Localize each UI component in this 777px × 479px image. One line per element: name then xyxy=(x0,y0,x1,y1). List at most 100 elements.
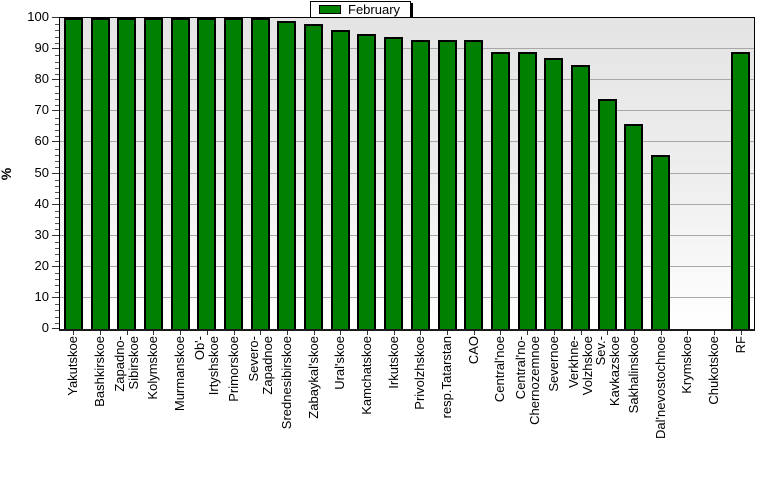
y-axis-tick-label: 30 xyxy=(34,226,49,242)
y-axis-minor-tick xyxy=(55,98,59,100)
x-category-label: Zapadno- Sibirskoe xyxy=(112,336,141,392)
y-axis-minor-tick xyxy=(55,316,59,318)
x-axis-tick xyxy=(260,331,261,335)
x-axis-tick xyxy=(661,331,662,335)
y-axis-minor-tick xyxy=(55,229,59,231)
x-axis-tick xyxy=(180,331,181,335)
x-axis-tick xyxy=(527,331,528,335)
bar xyxy=(197,18,217,329)
y-axis-minor-tick xyxy=(55,61,59,63)
bar xyxy=(490,52,510,329)
gridline xyxy=(60,141,754,143)
y-axis-tick-label: 20 xyxy=(34,257,49,273)
y-axis-minor-tick xyxy=(55,86,59,88)
bar xyxy=(731,52,751,329)
gridline xyxy=(60,48,754,50)
x-axis-tick xyxy=(314,331,315,335)
y-axis-minor-tick xyxy=(55,260,59,262)
y-axis-major-tick xyxy=(52,141,59,143)
y-axis-minor-tick xyxy=(55,248,59,250)
y-axis-minor-tick xyxy=(55,291,59,293)
y-axis-minor-tick xyxy=(55,148,59,150)
y-axis-tick-label: 80 xyxy=(34,71,49,87)
x-category-label: Chukotskoe xyxy=(705,336,721,405)
y-axis-minor-tick xyxy=(55,36,59,38)
y-axis-tick-label: 100 xyxy=(27,9,49,24)
x-axis-tick xyxy=(153,331,154,335)
legend-color-swatch xyxy=(319,5,341,14)
y-axis-major-tick xyxy=(52,234,59,236)
x-axis-tick xyxy=(581,331,582,335)
x-category-label: Kolymskoe xyxy=(145,336,161,400)
y-axis-minor-tick xyxy=(55,217,59,219)
y-axis-minor-tick xyxy=(55,42,59,44)
y-axis-major-tick xyxy=(52,48,59,50)
x-axis-tick xyxy=(687,331,688,335)
y-axis-minor-tick xyxy=(55,55,59,57)
gridline xyxy=(60,234,754,236)
x-category-label: Central'noe xyxy=(492,336,508,403)
x-axis-tick xyxy=(287,331,288,335)
y-axis-minor-tick xyxy=(55,285,59,287)
gridline xyxy=(60,79,754,81)
x-category-label: Severo- Zapadnoe xyxy=(245,336,275,395)
x-axis-tick xyxy=(500,331,501,335)
y-axis-minor-tick xyxy=(55,310,59,312)
gridline xyxy=(60,296,754,298)
gridline xyxy=(60,172,754,174)
bar xyxy=(651,155,671,329)
x-category-label: Irkutskoe xyxy=(385,336,401,389)
bar xyxy=(277,21,297,329)
bar xyxy=(304,24,324,329)
y-axis-minor-tick xyxy=(55,279,59,281)
gridline xyxy=(60,265,754,267)
x-axis-tick xyxy=(420,331,421,335)
x-category-label: Verkhne- Volzhskoe xyxy=(566,336,595,396)
y-axis-minor-tick xyxy=(55,73,59,75)
x-category-label: Sakhalinskoe xyxy=(625,336,641,414)
x-axis-tick xyxy=(554,331,555,335)
x-axis-tick xyxy=(73,331,74,335)
y-axis-tick-label: 50 xyxy=(34,164,49,180)
x-category-label: Ural'skoe xyxy=(332,336,348,390)
x-category-label: Primorskoe xyxy=(225,336,241,402)
x-category-label: Severnoe xyxy=(545,336,561,392)
y-axis-minor-tick xyxy=(55,304,59,306)
y-axis-major-tick xyxy=(52,328,59,329)
x-category-label: Central'no- Chernozemnoe xyxy=(512,336,542,425)
y-axis-tick-label: 70 xyxy=(34,102,49,118)
x-axis-tick xyxy=(447,331,448,335)
y-axis-major-tick xyxy=(52,172,59,174)
plot-area xyxy=(59,17,755,331)
x-category-label: Kamchatskoe xyxy=(358,336,374,415)
bar xyxy=(63,18,83,329)
y-axis-minor-tick xyxy=(55,67,59,69)
x-category-label: Zabaykal'skoe xyxy=(305,336,321,419)
gridline xyxy=(60,203,754,205)
y-axis-minor-tick xyxy=(55,154,59,156)
y-axis-tick-label: 60 xyxy=(34,133,49,149)
y-axis-minor-tick xyxy=(55,223,59,225)
y-axis-tick-label: 90 xyxy=(34,40,49,56)
y-axis-minor-tick xyxy=(55,179,59,181)
y-axis-minor-tick xyxy=(55,185,59,187)
y-axis-major-tick xyxy=(52,79,59,81)
y-axis-minor-tick xyxy=(55,167,59,169)
x-axis-tick xyxy=(394,331,395,335)
x-axis-tick xyxy=(634,331,635,335)
bar xyxy=(517,52,537,329)
y-axis-major-tick xyxy=(52,110,59,112)
bar xyxy=(90,18,110,329)
x-axis-tick xyxy=(741,331,742,335)
bar xyxy=(170,18,190,329)
x-category-label: Sev.- Kavkazskoe xyxy=(592,336,622,407)
x-category-label: Srednesibirskoe xyxy=(278,336,294,430)
x-category-label: CAO xyxy=(465,336,481,365)
y-axis-tick-label: 0 xyxy=(41,320,49,335)
bar xyxy=(224,18,243,329)
bar xyxy=(437,40,457,329)
x-axis-tick xyxy=(607,331,608,335)
x-axis-tick xyxy=(714,331,715,335)
y-axis-minor-tick xyxy=(55,254,59,256)
